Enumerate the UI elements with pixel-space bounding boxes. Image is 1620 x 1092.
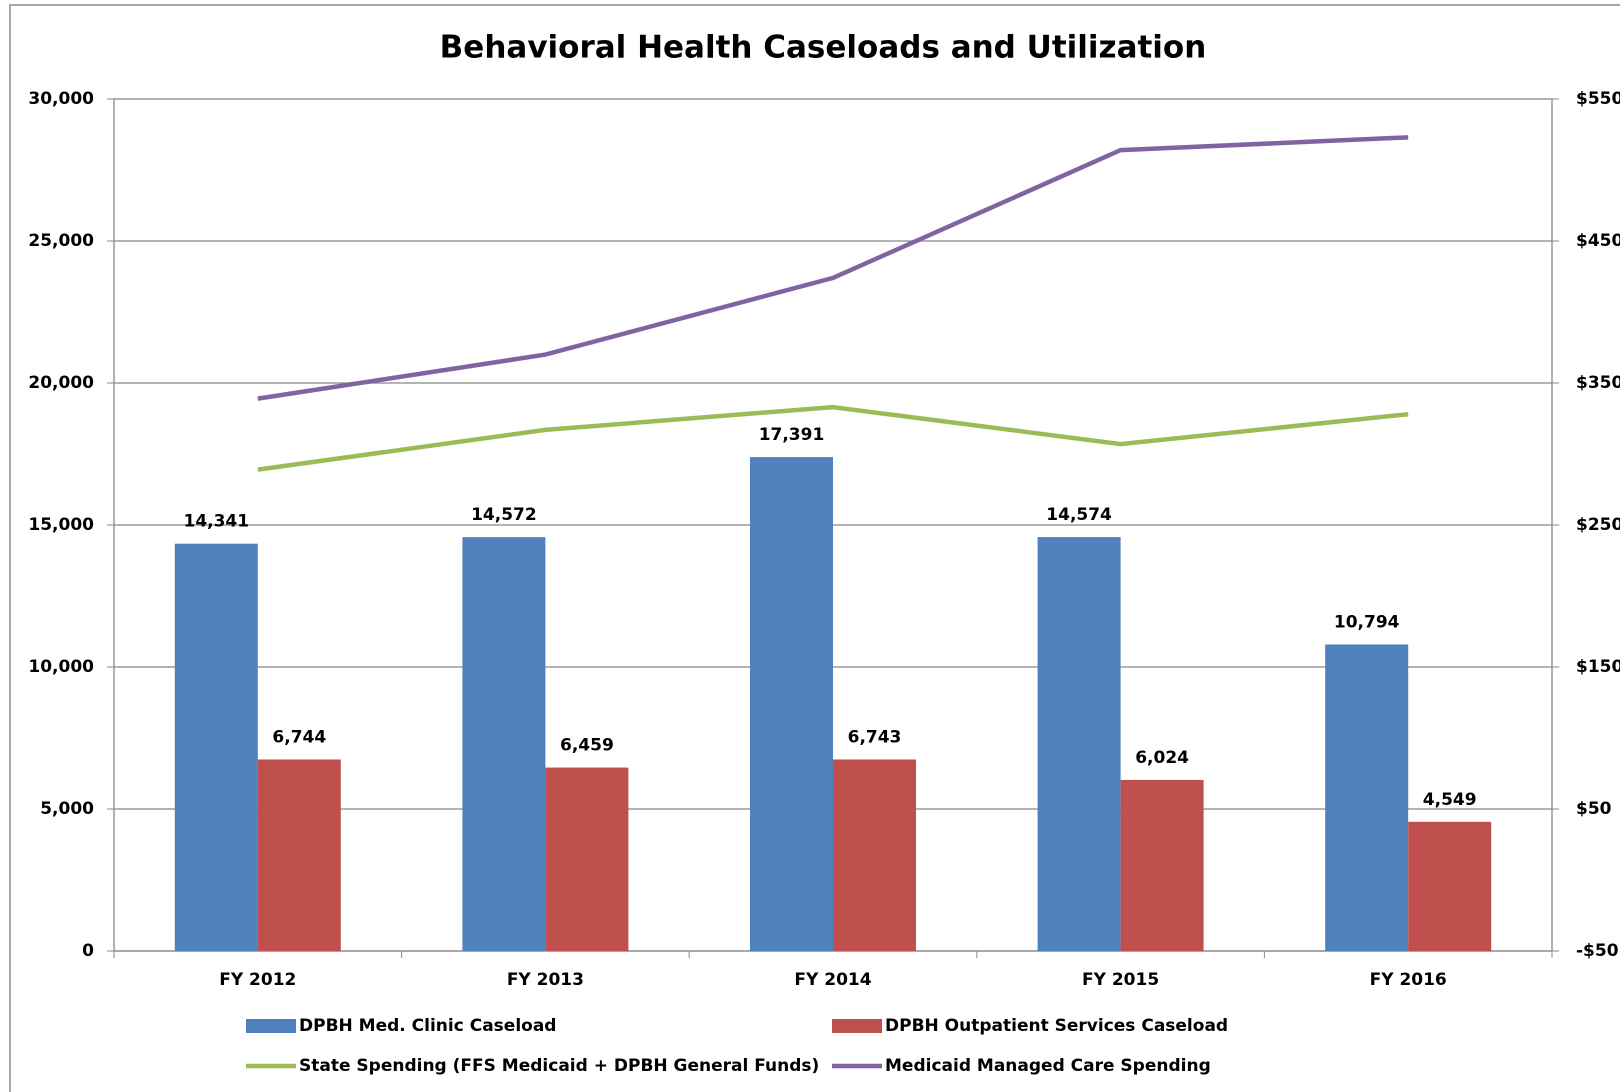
- y2-tick-label: $350: [1576, 373, 1620, 393]
- legend-label: DPBH Med. Clinic Caseload: [299, 1016, 556, 1036]
- x-tick-label: FY 2016: [1370, 970, 1447, 990]
- y2-tick-label: $450: [1576, 231, 1620, 251]
- x-tick-label: FY 2015: [1082, 970, 1159, 990]
- bar: [750, 457, 833, 951]
- line-series: [257, 135, 1409, 401]
- data-label: 14,574: [1046, 505, 1112, 525]
- bar: [462, 537, 546, 951]
- legend-label: Medicaid Managed Care Spending: [885, 1056, 1211, 1076]
- bar: [1037, 537, 1121, 951]
- y-tick-label: 10,000: [28, 657, 94, 677]
- data-label: 10,794: [1334, 612, 1400, 632]
- data-label: 17,391: [759, 425, 825, 445]
- data-label: 6,743: [848, 727, 902, 747]
- y-tick-label: 5,000: [40, 799, 94, 819]
- data-label: 14,572: [471, 505, 537, 525]
- line-series: [257, 404, 1409, 472]
- y-tick-label: 0: [82, 941, 94, 961]
- x-tick-label: FY 2013: [507, 970, 584, 990]
- data-label: 6,024: [1135, 748, 1189, 768]
- y-tick-label: 20,000: [28, 373, 94, 393]
- y2-tick-label: $150: [1576, 657, 1620, 677]
- y-tick-label: 25,000: [28, 231, 94, 251]
- bar: [833, 759, 916, 951]
- y2-tick-label: -$50: [1576, 941, 1619, 961]
- bar: [1120, 779, 1204, 951]
- data-label: 14,341: [183, 512, 249, 532]
- bar: [1325, 644, 1409, 951]
- bar: [1408, 821, 1492, 951]
- y-tick-label: 30,000: [28, 89, 94, 109]
- y-tick-label: 15,000: [28, 515, 94, 535]
- y2-tick-label: $250: [1576, 515, 1620, 535]
- x-tick-label: FY 2012: [219, 970, 296, 990]
- legend-label: DPBH Outpatient Services Caseload: [885, 1016, 1228, 1036]
- x-tick-label: FY 2014: [794, 970, 871, 990]
- legend-swatch: [246, 1019, 296, 1033]
- data-label: 6,459: [560, 736, 614, 756]
- chart-title: Behavioral Health Caseloads and Utilizat…: [440, 30, 1207, 66]
- legend-label: State Spending (FFS Medicaid + DPBH Gene…: [299, 1056, 819, 1076]
- bar: [545, 767, 629, 951]
- y2-tick-label: $550: [1576, 89, 1620, 109]
- legend-swatch: [832, 1019, 882, 1033]
- data-label: 4,549: [1423, 790, 1477, 810]
- data-label: 6,744: [272, 727, 326, 747]
- bar: [174, 543, 258, 951]
- y2-tick-label: $50: [1576, 799, 1612, 819]
- bar: [257, 759, 341, 951]
